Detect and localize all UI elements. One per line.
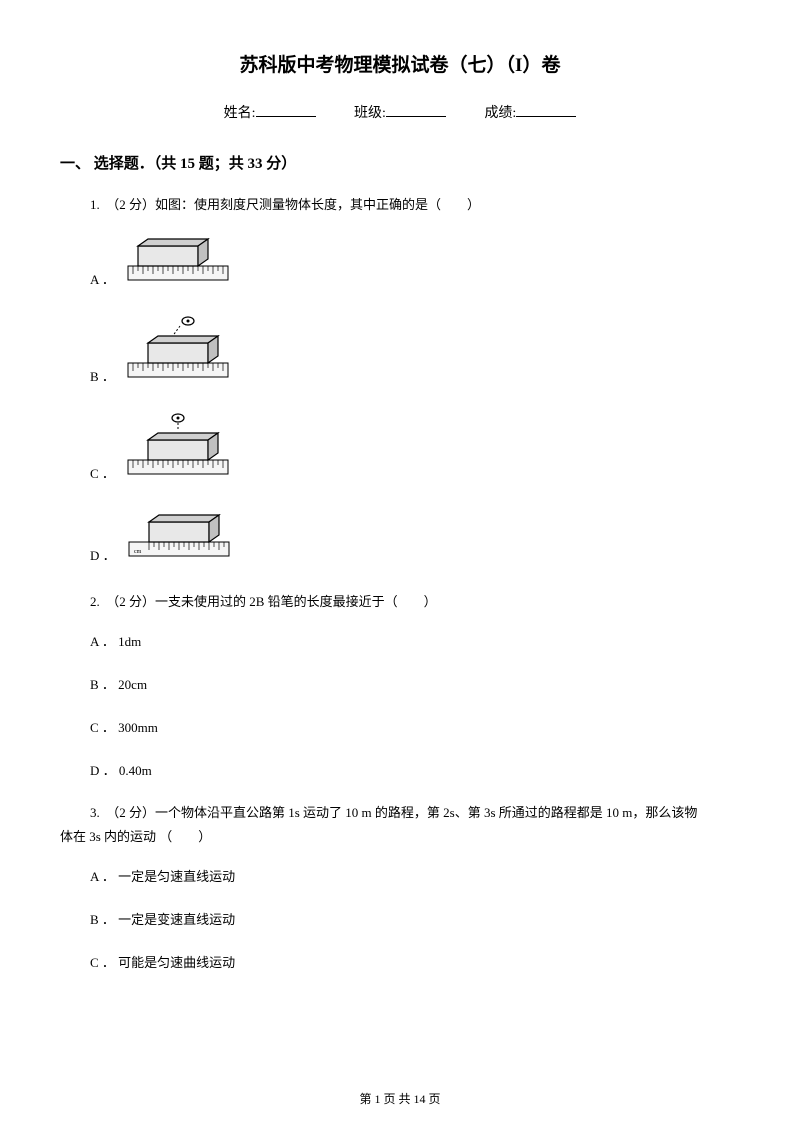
class-label: 班级:: [354, 106, 386, 121]
q3-line2: 体在 3s 内的运动 （ ）: [60, 827, 740, 848]
question-2: 2. （2 分）一支未使用过的 2B 铅笔的长度最接近于（ ）: [90, 592, 740, 613]
q3-option-a: A ． 一定是匀速直线运动: [90, 866, 740, 885]
option-label-b: B ．: [90, 366, 115, 385]
q2-option-a: A ． 1dm: [90, 631, 740, 650]
info-line: 姓名: 班级: 成绩:: [60, 102, 740, 122]
q2-option-d: D ． 0.40m: [90, 760, 740, 779]
name-blank: [256, 116, 316, 117]
question-1: 1. （2 分）如图：使用刻度尺测量物体长度，其中正确的是（ ）: [90, 195, 740, 216]
ruler-diagram-a: [123, 234, 233, 288]
exam-title: 苏科版中考物理模拟试卷（七）（I）卷: [60, 50, 740, 77]
class-blank: [386, 116, 446, 117]
q1-option-c: C ．: [90, 413, 740, 482]
q3-option-c: C ． 可能是匀速曲线运动: [90, 952, 740, 971]
q1-option-b: B ．: [90, 316, 740, 385]
page-footer: 第 1 页 共 14 页: [0, 1090, 800, 1107]
option-label-c: C ．: [90, 463, 115, 482]
question-3: 3. （2 分）一个物体沿平直公路第 1s 运动了 10 m 的路程，第 2s、…: [90, 803, 740, 849]
option-label-d: D ．: [90, 545, 116, 564]
q2-option-b: B ． 20cm: [90, 674, 740, 693]
q1-option-d: D ． cm: [90, 510, 740, 564]
score-label: 成绩:: [484, 106, 516, 121]
score-blank: [516, 116, 576, 117]
q1-option-a: A ．: [90, 234, 740, 288]
ruler-diagram-d: cm: [124, 510, 234, 564]
q3-line1: 3. （2 分）一个物体沿平直公路第 1s 运动了 10 m 的路程，第 2s、…: [90, 805, 697, 820]
q3-option-b: B ． 一定是变速直线运动: [90, 909, 740, 928]
svg-text:cm: cm: [134, 549, 142, 555]
option-label-a: A ．: [90, 269, 115, 288]
section-header: 一、 选择题．（共 15 题；共 33 分）: [60, 152, 740, 173]
ruler-diagram-c: [123, 413, 233, 482]
name-label: 姓名:: [224, 106, 256, 121]
q2-option-c: C ． 300mm: [90, 717, 740, 736]
ruler-diagram-b: [123, 316, 233, 385]
